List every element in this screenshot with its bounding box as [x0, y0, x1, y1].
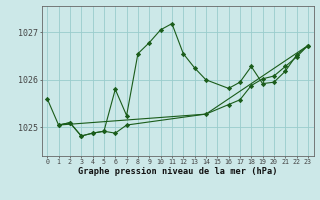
X-axis label: Graphe pression niveau de la mer (hPa): Graphe pression niveau de la mer (hPa)	[78, 167, 277, 176]
